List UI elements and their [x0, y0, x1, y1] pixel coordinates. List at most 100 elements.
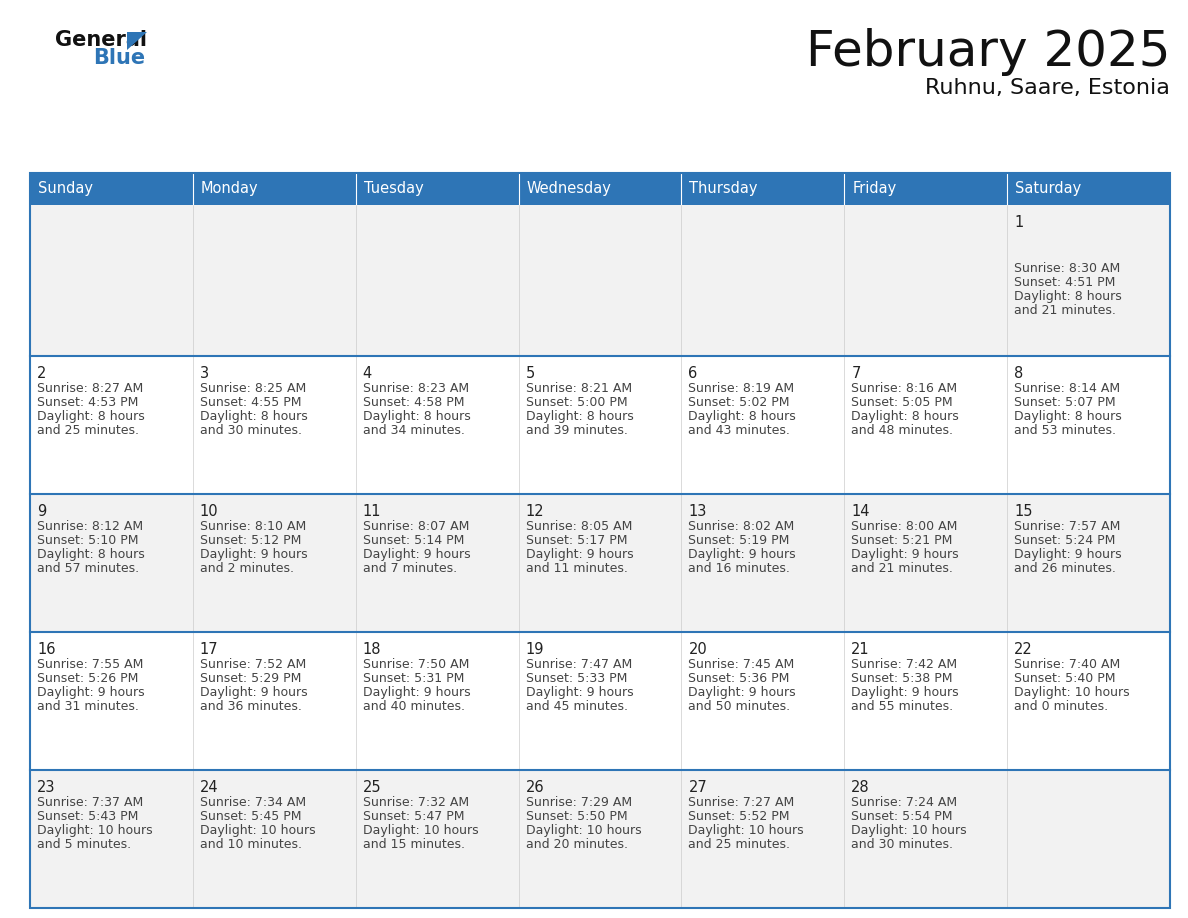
Bar: [192, 173, 355, 205]
Text: and 5 minutes.: and 5 minutes.: [37, 838, 131, 851]
Text: Sunset: 5:38 PM: Sunset: 5:38 PM: [852, 672, 953, 685]
Text: 18: 18: [362, 642, 381, 657]
Bar: [192, 356, 355, 494]
Text: Sunrise: 7:45 AM: Sunrise: 7:45 AM: [688, 658, 795, 671]
Text: and 57 minutes.: and 57 minutes.: [37, 562, 139, 575]
Text: and 40 minutes.: and 40 minutes.: [362, 700, 465, 713]
Text: and 43 minutes.: and 43 minutes.: [688, 424, 790, 437]
Text: February 2025: February 2025: [805, 28, 1170, 76]
Text: 4: 4: [362, 366, 372, 381]
Text: Sunset: 5:02 PM: Sunset: 5:02 PM: [688, 397, 790, 409]
Bar: [845, 173, 1007, 205]
Text: 19: 19: [525, 642, 544, 657]
Bar: [355, 356, 519, 494]
Text: Sunrise: 7:57 AM: Sunrise: 7:57 AM: [1015, 521, 1120, 533]
Text: 1: 1: [1015, 215, 1023, 230]
Text: 13: 13: [688, 504, 707, 519]
Text: 12: 12: [525, 504, 544, 519]
Text: and 50 minutes.: and 50 minutes.: [688, 700, 790, 713]
Bar: [192, 205, 355, 356]
Bar: [682, 356, 845, 494]
Text: 5: 5: [525, 366, 535, 381]
Text: Monday: Monday: [201, 182, 259, 196]
Bar: [30, 173, 1170, 908]
Text: Sunrise: 7:37 AM: Sunrise: 7:37 AM: [37, 796, 144, 809]
Text: Sunset: 4:51 PM: Sunset: 4:51 PM: [1015, 276, 1116, 289]
Bar: [845, 633, 1007, 770]
Text: Sunrise: 7:27 AM: Sunrise: 7:27 AM: [688, 796, 795, 809]
Text: Friday: Friday: [852, 182, 897, 196]
Text: and 16 minutes.: and 16 minutes.: [688, 562, 790, 575]
Text: Sunset: 5:19 PM: Sunset: 5:19 PM: [688, 534, 790, 547]
Text: 17: 17: [200, 642, 219, 657]
Text: and 21 minutes.: and 21 minutes.: [852, 562, 953, 575]
Text: and 26 minutes.: and 26 minutes.: [1015, 562, 1116, 575]
Text: Daylight: 8 hours: Daylight: 8 hours: [525, 410, 633, 423]
Text: and 45 minutes.: and 45 minutes.: [525, 700, 627, 713]
Bar: [355, 205, 519, 356]
Text: 24: 24: [200, 780, 219, 795]
Bar: [30, 356, 192, 494]
Text: Daylight: 8 hours: Daylight: 8 hours: [852, 410, 959, 423]
Text: and 15 minutes.: and 15 minutes.: [362, 838, 465, 851]
Text: and 39 minutes.: and 39 minutes.: [525, 424, 627, 437]
Text: 21: 21: [852, 642, 870, 657]
Text: Sunset: 5:54 PM: Sunset: 5:54 PM: [852, 810, 953, 823]
Text: and 10 minutes.: and 10 minutes.: [200, 838, 302, 851]
Text: Sunrise: 7:55 AM: Sunrise: 7:55 AM: [37, 658, 144, 671]
Bar: [682, 205, 845, 356]
Text: 2: 2: [37, 366, 46, 381]
Text: Sunset: 5:43 PM: Sunset: 5:43 PM: [37, 810, 138, 823]
Bar: [682, 494, 845, 633]
Text: Daylight: 8 hours: Daylight: 8 hours: [1015, 410, 1121, 423]
Text: and 55 minutes.: and 55 minutes.: [852, 700, 954, 713]
Bar: [519, 494, 682, 633]
Text: Daylight: 9 hours: Daylight: 9 hours: [525, 686, 633, 700]
Text: Thursday: Thursday: [689, 182, 758, 196]
Bar: [355, 633, 519, 770]
Bar: [30, 494, 192, 633]
Text: Sunrise: 8:25 AM: Sunrise: 8:25 AM: [200, 382, 307, 395]
Text: Sunset: 5:40 PM: Sunset: 5:40 PM: [1015, 672, 1116, 685]
Text: Daylight: 10 hours: Daylight: 10 hours: [852, 824, 967, 837]
Text: Sunset: 5:45 PM: Sunset: 5:45 PM: [200, 810, 302, 823]
Text: Sunrise: 8:21 AM: Sunrise: 8:21 AM: [525, 382, 632, 395]
Bar: [192, 494, 355, 633]
Bar: [519, 205, 682, 356]
Text: 15: 15: [1015, 504, 1032, 519]
Bar: [355, 494, 519, 633]
Text: Sunset: 5:33 PM: Sunset: 5:33 PM: [525, 672, 627, 685]
Text: Daylight: 8 hours: Daylight: 8 hours: [1015, 290, 1121, 304]
Text: Daylight: 10 hours: Daylight: 10 hours: [525, 824, 642, 837]
Text: and 30 minutes.: and 30 minutes.: [200, 424, 302, 437]
Bar: [30, 205, 192, 356]
Polygon shape: [127, 32, 147, 50]
Text: and 48 minutes.: and 48 minutes.: [852, 424, 953, 437]
Bar: [1007, 205, 1170, 356]
Bar: [355, 173, 519, 205]
Bar: [519, 173, 682, 205]
Text: 14: 14: [852, 504, 870, 519]
Text: Sunset: 5:50 PM: Sunset: 5:50 PM: [525, 810, 627, 823]
Text: Daylight: 9 hours: Daylight: 9 hours: [1015, 548, 1121, 561]
Text: Wednesday: Wednesday: [526, 182, 612, 196]
Bar: [845, 356, 1007, 494]
Text: 3: 3: [200, 366, 209, 381]
Text: Daylight: 10 hours: Daylight: 10 hours: [688, 824, 804, 837]
Text: Daylight: 10 hours: Daylight: 10 hours: [1015, 686, 1130, 700]
Text: Daylight: 8 hours: Daylight: 8 hours: [688, 410, 796, 423]
Text: Blue: Blue: [93, 48, 145, 68]
Text: Sunrise: 7:29 AM: Sunrise: 7:29 AM: [525, 796, 632, 809]
Bar: [192, 633, 355, 770]
Text: Sunset: 5:00 PM: Sunset: 5:00 PM: [525, 397, 627, 409]
Text: 23: 23: [37, 780, 56, 795]
Text: and 53 minutes.: and 53 minutes.: [1015, 424, 1117, 437]
Text: Daylight: 9 hours: Daylight: 9 hours: [362, 548, 470, 561]
Text: Daylight: 8 hours: Daylight: 8 hours: [362, 410, 470, 423]
Text: Sunset: 5:31 PM: Sunset: 5:31 PM: [362, 672, 465, 685]
Text: and 20 minutes.: and 20 minutes.: [525, 838, 627, 851]
Bar: [1007, 633, 1170, 770]
Text: Daylight: 9 hours: Daylight: 9 hours: [525, 548, 633, 561]
Text: and 30 minutes.: and 30 minutes.: [852, 838, 953, 851]
Text: Daylight: 10 hours: Daylight: 10 hours: [37, 824, 152, 837]
